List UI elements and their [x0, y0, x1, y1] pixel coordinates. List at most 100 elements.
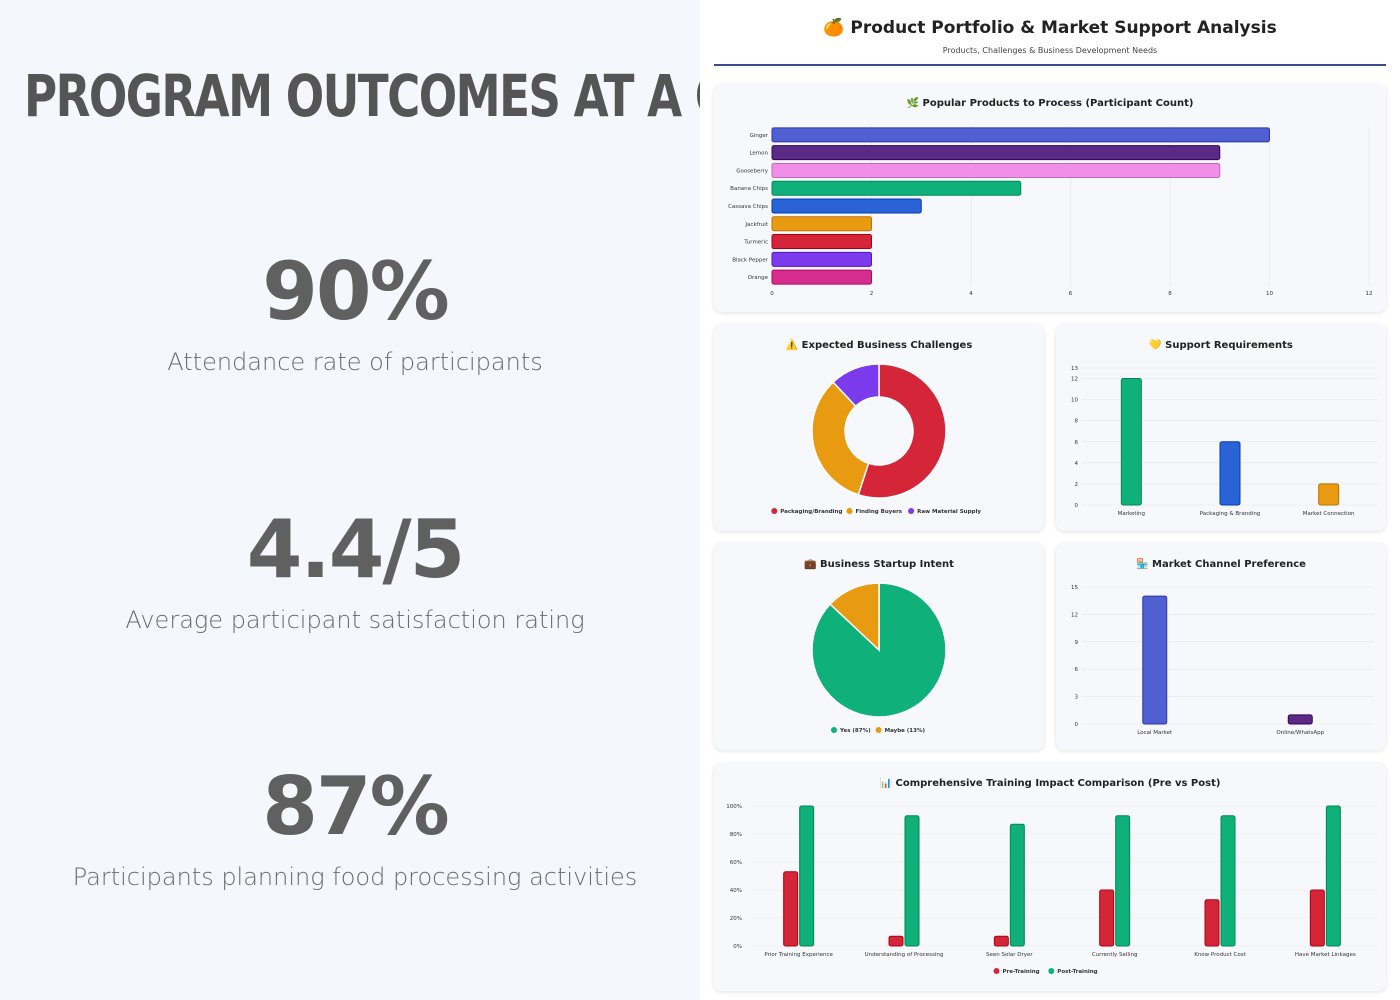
products-chart: 0 2 4 6 8 10 12 Ginger Lemon Gooseberry Banana Chi… — [728, 126, 1373, 297]
support-card: 💛 Support Requirements 0 2 4 6 8 10 12 13 Market… — [1056, 324, 1386, 531]
impact-chart-title: 📊 Comprehensive Training Impact Comparis… — [879, 778, 1221, 789]
stat-label: Participants planning food processing ac… — [72, 863, 638, 891]
x-tick-label: Have Market Linkages — [1295, 952, 1356, 958]
dashboard-title: 🍊 Product Portfolio & Market Support Ana… — [700, 18, 1400, 38]
y-tick-label: 100% — [726, 804, 742, 810]
y-tick-label: 0 — [1075, 722, 1079, 728]
bar-ginger — [771, 127, 1270, 143]
x-tick-label: 6 — [1069, 291, 1073, 297]
challenges-chart: Packaging/Branding Finding Buyers Raw Mate… — [771, 363, 981, 515]
bar-packaging-branding — [1219, 441, 1241, 506]
y-tick-label: 12 — [1071, 377, 1078, 383]
bar-jackfruit — [771, 216, 872, 232]
stat-label: Attendance rate of participants — [167, 348, 543, 376]
x-tick-label: Market Connection — [1303, 511, 1355, 517]
x-tick-label: Marketing — [1118, 511, 1145, 517]
startup-chart: Yes (87%) Maybe (13%) — [811, 582, 947, 734]
bar-chart-icon: 📊 — [879, 778, 893, 789]
bar-banana-chips — [771, 180, 1022, 196]
support-chart: 0 2 4 6 8 10 12 13 Marketing Packaging & Branding… — [1071, 366, 1378, 517]
challenges-chart-title: ⚠️ Expected Business Challenges — [785, 340, 973, 351]
outcomes-heading: PROGRAM OUTCOMES AT A GLANCE — [24, 62, 890, 130]
slice-raw-material-supply — [832, 363, 880, 408]
bar-pre-training — [783, 871, 799, 947]
y-tick-label: Orange — [748, 275, 769, 281]
y-tick-label: Black Pepper — [732, 257, 768, 263]
x-tick-label: Seen Solar Dryer — [986, 952, 1033, 958]
store-icon: 🏪 — [1136, 559, 1149, 570]
y-tick-label: Lemon — [749, 151, 768, 157]
bar-post-training — [904, 815, 920, 947]
products-chart-title: 🌿 Popular Products to Process (Participa… — [906, 98, 1194, 109]
challenges-card: ⚠️ Expected Business Challenges Packagin… — [714, 324, 1044, 531]
channel-chart-title: 🏪 Market Channel Preference — [1136, 559, 1306, 570]
y-tick-label: 12 — [1071, 612, 1078, 618]
y-tick-label: 8 — [1075, 419, 1079, 425]
y-tick-label: 3 — [1075, 695, 1079, 701]
stat-label: Average participant satisfaction rating — [125, 606, 585, 634]
y-tick-label: 15 — [1071, 585, 1078, 591]
y-tick-label: 9 — [1075, 640, 1079, 646]
y-tick-label: 80% — [730, 832, 742, 838]
dashboard-title-text: Product Portfolio & Market Support Analy… — [850, 18, 1277, 38]
legend-label: Maybe (13%) — [885, 728, 926, 734]
x-tick-label: 4 — [969, 291, 973, 297]
y-tick-label: 6 — [1075, 440, 1079, 446]
channel-card: 🏪 Market Channel Preference 0 3 6 9 12 15 Loca… — [1056, 543, 1386, 750]
y-tick-label: Jackfruit — [744, 222, 768, 228]
x-tick-label: Local Market — [1137, 730, 1173, 736]
legend-marker — [1048, 968, 1055, 974]
bar-cassava-chips — [771, 198, 922, 214]
x-tick-label: Understanding of Processing — [865, 952, 944, 958]
stat-attendance: 90% Attendance rate of participants — [0, 245, 710, 376]
y-tick-label: Turmeric — [743, 240, 768, 246]
y-tick-label: 10 — [1071, 398, 1078, 404]
slice-packaging-branding — [857, 363, 947, 499]
bar-pre-training — [888, 935, 904, 947]
x-tick-label: 12 — [1366, 291, 1373, 297]
bar-pre-training — [1204, 899, 1220, 947]
legend-label: Pre-Training — [1003, 969, 1040, 975]
y-tick-label: Cassava Chips — [728, 204, 768, 210]
legend-marker — [771, 508, 778, 514]
y-tick-label: 4 — [1075, 461, 1079, 467]
bar-online-whatsapp — [1287, 714, 1313, 725]
legend-marker — [831, 727, 837, 733]
bar-turmeric — [771, 234, 872, 250]
y-tick-label: 0 — [1075, 503, 1079, 509]
y-tick-label: 20% — [730, 916, 742, 922]
legend-label: Yes (87%) — [839, 728, 871, 734]
impact-chart: 0% 20% 40% 60% 80% 100% Prior Training Experie… — [726, 804, 1378, 975]
bar-market-connection — [1318, 483, 1340, 506]
x-tick-label: 10 — [1266, 291, 1273, 297]
bar-post-training — [1115, 815, 1131, 947]
x-tick-label: Know Product Cost — [1194, 952, 1246, 958]
bar-pre-training — [1099, 889, 1115, 947]
leaf-icon: 🌿 — [906, 98, 920, 109]
bar-black-pepper — [771, 251, 872, 267]
stat-food-processing: 87% Participants planning food processin… — [0, 760, 710, 891]
briefcase-icon: 💼 — [804, 559, 817, 570]
bar-pre-training — [1309, 889, 1325, 947]
outcomes-panel: PROGRAM OUTCOMES AT A GLANCE 90% Attenda… — [24, 62, 890, 891]
dashboard-panel: 🍊 Product Portfolio & Market Support Ana… — [700, 0, 1400, 1000]
legend-label: Raw Material Supply — [917, 509, 981, 515]
x-tick-label: 8 — [1168, 291, 1172, 297]
startup-card: 💼 Business Startup Intent Yes (87%) Maybe… — [714, 543, 1044, 750]
y-tick-label: 60% — [730, 860, 742, 866]
bar-pre-training — [993, 935, 1009, 947]
legend-marker — [993, 968, 1000, 974]
x-tick-label: Prior Training Experience — [764, 952, 833, 958]
x-tick-label: 2 — [870, 291, 874, 297]
stat-satisfaction: 4.4/5 Average participant satisfaction r… — [0, 503, 710, 634]
header-divider — [714, 64, 1386, 66]
x-tick-label: Currently Selling — [1092, 952, 1138, 958]
bar-lemon — [771, 145, 1221, 161]
warning-icon: ⚠️ — [785, 340, 799, 351]
channel-chart: 0 3 6 9 12 15 Local Market Online/WhatsApp — [1071, 585, 1373, 736]
impact-card: 📊 Comprehensive Training Impact Comparis… — [714, 763, 1386, 991]
orange-icon: 🍊 — [823, 18, 845, 38]
bar-post-training — [1325, 805, 1341, 947]
y-tick-label: Banana Chips — [730, 186, 768, 192]
bar-post-training — [799, 805, 815, 947]
